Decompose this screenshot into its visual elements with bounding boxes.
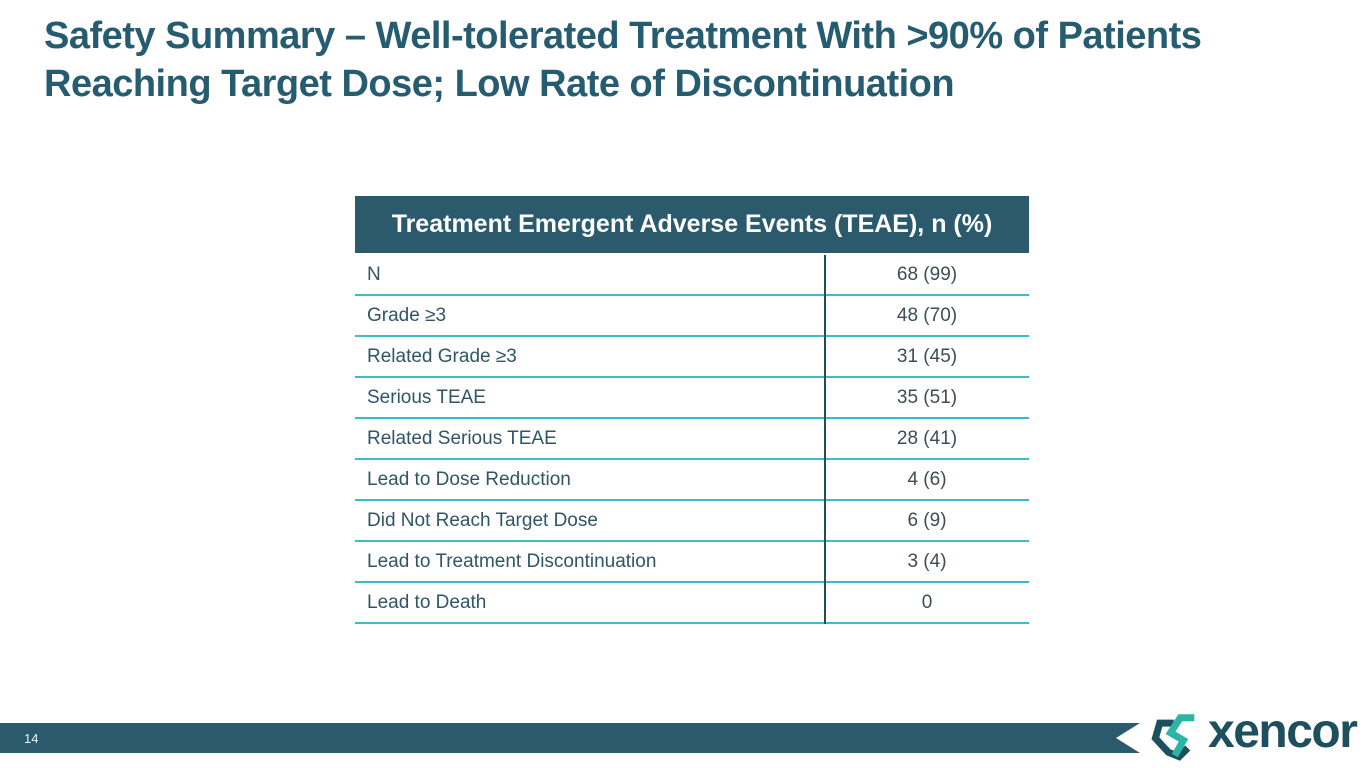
table-row: N 68 (99) — [355, 255, 1029, 296]
table-row: Grade ≥3 48 (70) — [355, 296, 1029, 337]
table-row: Lead to Death 0 — [355, 583, 1029, 624]
row-label: Related Serious TEAE — [367, 427, 557, 449]
row-label: Lead to Dose Reduction — [367, 468, 571, 490]
table-row: Related Serious TEAE 28 (41) — [355, 419, 1029, 460]
row-label: N — [367, 263, 381, 285]
table-row: Lead to Treatment Discontinuation 3 (4) — [355, 542, 1029, 583]
table-row: Did Not Reach Target Dose 6 (9) — [355, 501, 1029, 542]
row-value: 3 (4) — [907, 550, 947, 572]
row-label: Lead to Treatment Discontinuation — [367, 550, 657, 572]
slide-title: Safety Summary – Well-tolerated Treatmen… — [44, 15, 1202, 105]
table-row: Related Grade ≥3 31 (45) — [355, 337, 1029, 378]
row-label: Serious TEAE — [367, 386, 486, 408]
row-value: 4 (6) — [907, 468, 947, 490]
row-value: 31 (45) — [896, 345, 958, 367]
row-value: 48 (70) — [896, 304, 958, 326]
column-divider — [824, 255, 826, 624]
xencor-logo: xencor — [1150, 705, 1358, 762]
table-row: Lead to Dose Reduction 4 (6) — [355, 460, 1029, 501]
row-label: Lead to Death — [367, 591, 487, 613]
row-label: Related Grade ≥3 — [367, 345, 517, 367]
xencor-wordmark: xencor — [1208, 705, 1358, 758]
row-value: 68 (99) — [896, 263, 958, 285]
table-body: N 68 (99) Grade ≥3 48 (70) Related Grade ≥3 3… — [355, 255, 1029, 624]
table-header: Treatment Emergent Adverse Events (TEAE)… — [355, 196, 1029, 253]
row-value: 0 — [921, 591, 933, 613]
teae-table: Treatment Emergent Adverse Events (TEAE)… — [355, 196, 1029, 624]
row-label: Grade ≥3 — [367, 304, 447, 326]
row-value: 6 (9) — [907, 509, 947, 531]
table-row: Serious TEAE 35 (51) — [355, 378, 1029, 419]
xencor-logo-icon — [1150, 706, 1204, 762]
row-value: 35 (51) — [896, 386, 958, 408]
footer-bar: 14 — [0, 723, 1140, 753]
page-number: 14 — [24, 730, 39, 746]
row-value: 28 (41) — [896, 427, 958, 449]
row-label: Did Not Reach Target Dose — [367, 509, 598, 531]
